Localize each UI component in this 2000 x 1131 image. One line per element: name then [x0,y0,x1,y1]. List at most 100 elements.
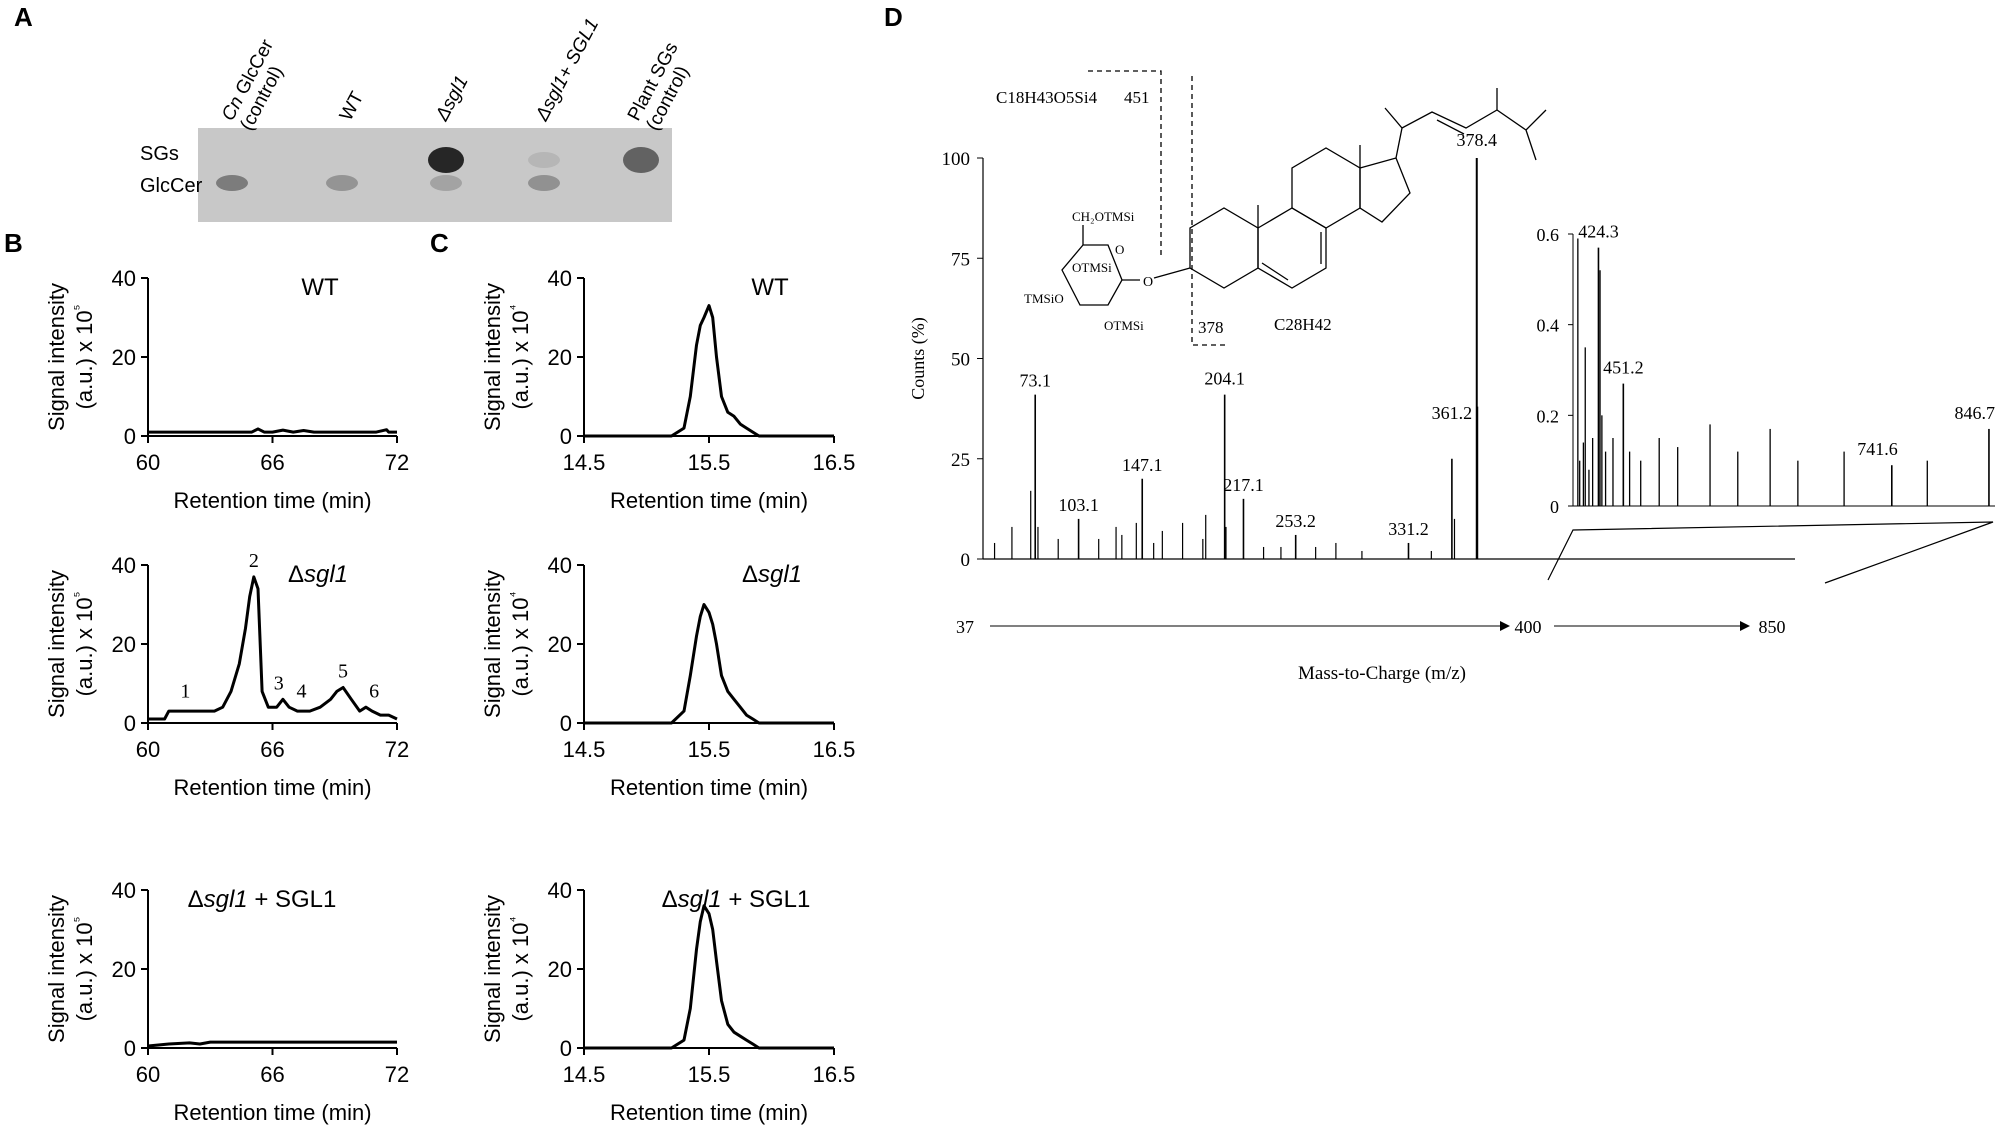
chromatogram-trace-0 [584,603,834,725]
y-axis-label-line-2: (a.u.) x 10 [72,597,97,696]
x-axis-label: Retention time (min) [610,1100,808,1125]
sterol-double-bond-5 [1261,262,1289,281]
spectrum-peak-label: 378.4 [1457,130,1498,150]
inset-y-tick-label: 0.6 [1537,225,1560,245]
tlc-row-label-sgs: SGs [140,143,179,165]
x-tick-label: 60 [136,737,160,762]
tlc-panel: SGs GlcCer Cn GlcCer(control) WT Δsgl1 Δ… [140,15,701,222]
side-chain-double-bond [1436,119,1465,135]
sugar-label-otmsi-2: OTMSi [1104,318,1144,333]
fragment-left-mz: 451 [1124,88,1150,107]
peak-number-3: 3 [274,672,284,694]
spectrum-y-tick-label: 25 [951,450,970,471]
x-axis-label: Retention time (min) [173,488,371,513]
range-marker-end: 850 [1759,617,1786,637]
sugar-label-ring-o: O [1115,242,1124,257]
x-tick-label: 14.5 [563,737,606,762]
chart-title: Δsgl1 [742,561,802,588]
tlc-plate [198,128,672,222]
y-axis-label: Signal intensity (a.u.) x 10⁴ [480,283,533,431]
x-tick-label: 72 [385,1062,409,1087]
chart-title-rest: + SGL1 [722,886,811,913]
inset-peak-label: 451.2 [1603,358,1644,378]
y-axis-label-line-2: (a.u.) x 10 [508,310,533,409]
inset-y-tick-label: 0.2 [1537,406,1560,426]
sugar-label-ch2otmsi: CH₂OTMSi [1072,209,1135,224]
chromatogram-2: 0 20 40 60 66 72 Retention time (min) Signal in… [44,878,409,1125]
tlc-lane-label-0: Cn GlcCer(control) [218,36,297,135]
spectrum-peak-label: 147.1 [1122,455,1163,475]
chart-title: Δsgl1 + SGL1 [188,886,337,913]
chart-title: WT [751,274,789,301]
tlc-band-2 [428,147,464,173]
inset-peak-label: 424.3 [1578,222,1619,242]
chromatogram-trace-0 [584,304,834,438]
tlc-band-5 [528,175,560,191]
chromatogram-1: 0 20 40 60 66 72 Retention time (min) Signal in… [44,550,409,800]
y-tick-label: 20 [548,345,572,370]
spectrum-y-tick-label: 50 [951,350,970,371]
inset-zoom-connector [1547,521,1994,584]
range-marker-start: 37 [956,617,974,637]
x-axis-label: Retention time (min) [610,775,808,800]
tlc-band-1 [326,175,358,191]
y-tick-label: 0 [124,1036,136,1061]
y-axis-label: Signal intensity (a.u.) x 10⁵ [44,570,97,718]
y-tick-label: 20 [112,345,136,370]
chart-title-delta: Δ [188,886,204,913]
tlc-lane-label-2: Δsgl1 [431,72,472,125]
tlc-lane-label-text-3: Δsgl1+ SGL1 [531,15,603,125]
y-tick-label: 20 [112,632,136,657]
x-tick-label: 72 [385,450,409,475]
y-tick-label: 40 [112,553,136,578]
x-tick-label: 14.5 [563,450,606,475]
x-tick-label: 14.5 [563,1062,606,1087]
spectrum-y-tick-label: 0 [961,550,971,571]
y-tick-label: 0 [124,424,136,449]
structure-labels: CH₂OTMSi O OTMSi TMSiO OTMSi O C18H43O5S… [996,88,1332,337]
panel-letter-a: A [14,2,33,32]
y-axis-label-line-1: Signal intensity [44,283,69,431]
y-axis-label-exponent: ⁴ [506,916,522,922]
peak-number-2: 2 [249,550,259,572]
glycosidic-bond [1153,267,1191,279]
chromatogram-trace-0 [148,575,398,721]
spectrum-y-tick-label: 100 [942,149,971,170]
tlc-lane-label-text-0: Cn GlcCer(control) [218,36,297,135]
sterol-ring-b [1257,207,1327,289]
sugar-ring [1061,244,1123,306]
x-tick-label: 16.5 [813,1062,856,1087]
chromatogram-0: 0 20 40 60 66 72 Retention time (min) Signal in… [44,266,409,513]
tlc-lane-label-text-4: Plant SGs(control) [624,39,701,134]
tlc-band-0 [216,175,248,191]
y-tick-label: 40 [112,878,136,903]
peak-number-1: 1 [180,680,190,702]
tlc-lane-label-1: WT [336,88,369,124]
chart-title: WT [301,274,339,301]
range-marker-mid: 400 [1515,617,1542,637]
tlc-lane-label-3: Δsgl1+ SGL1 [531,15,603,125]
spectrum-peak-label: 217.1 [1223,475,1264,495]
y-tick-label: 0 [560,424,572,449]
peak-number-6: 6 [369,680,379,702]
y-tick-label: 20 [548,957,572,982]
inset-peak-label: 741.6 [1857,439,1898,459]
sugar-label-tmsio: TMSiO [1024,291,1064,306]
y-axis-label-line-1: Signal intensity [480,283,505,431]
spectrum-peak-label: 73.1 [1019,371,1051,391]
spectrum-y-axis-label: Counts (%) [908,317,929,400]
x-tick-label: 16.5 [813,737,856,762]
y-tick-label: 40 [112,266,136,291]
inset-y-tick-label: 0.4 [1537,316,1560,336]
chart-title-delta: Δ [742,561,758,588]
x-tick-label: 66 [260,450,284,475]
x-axis-label: Retention time (min) [173,1100,371,1125]
sterol-side-chain [1384,107,1547,161]
y-axis-label-exponent: ⁴ [506,591,522,597]
y-tick-label: 40 [548,266,572,291]
fragment-cut-451 [1088,70,1162,256]
chart-title-gene: sgl1 [758,561,802,588]
